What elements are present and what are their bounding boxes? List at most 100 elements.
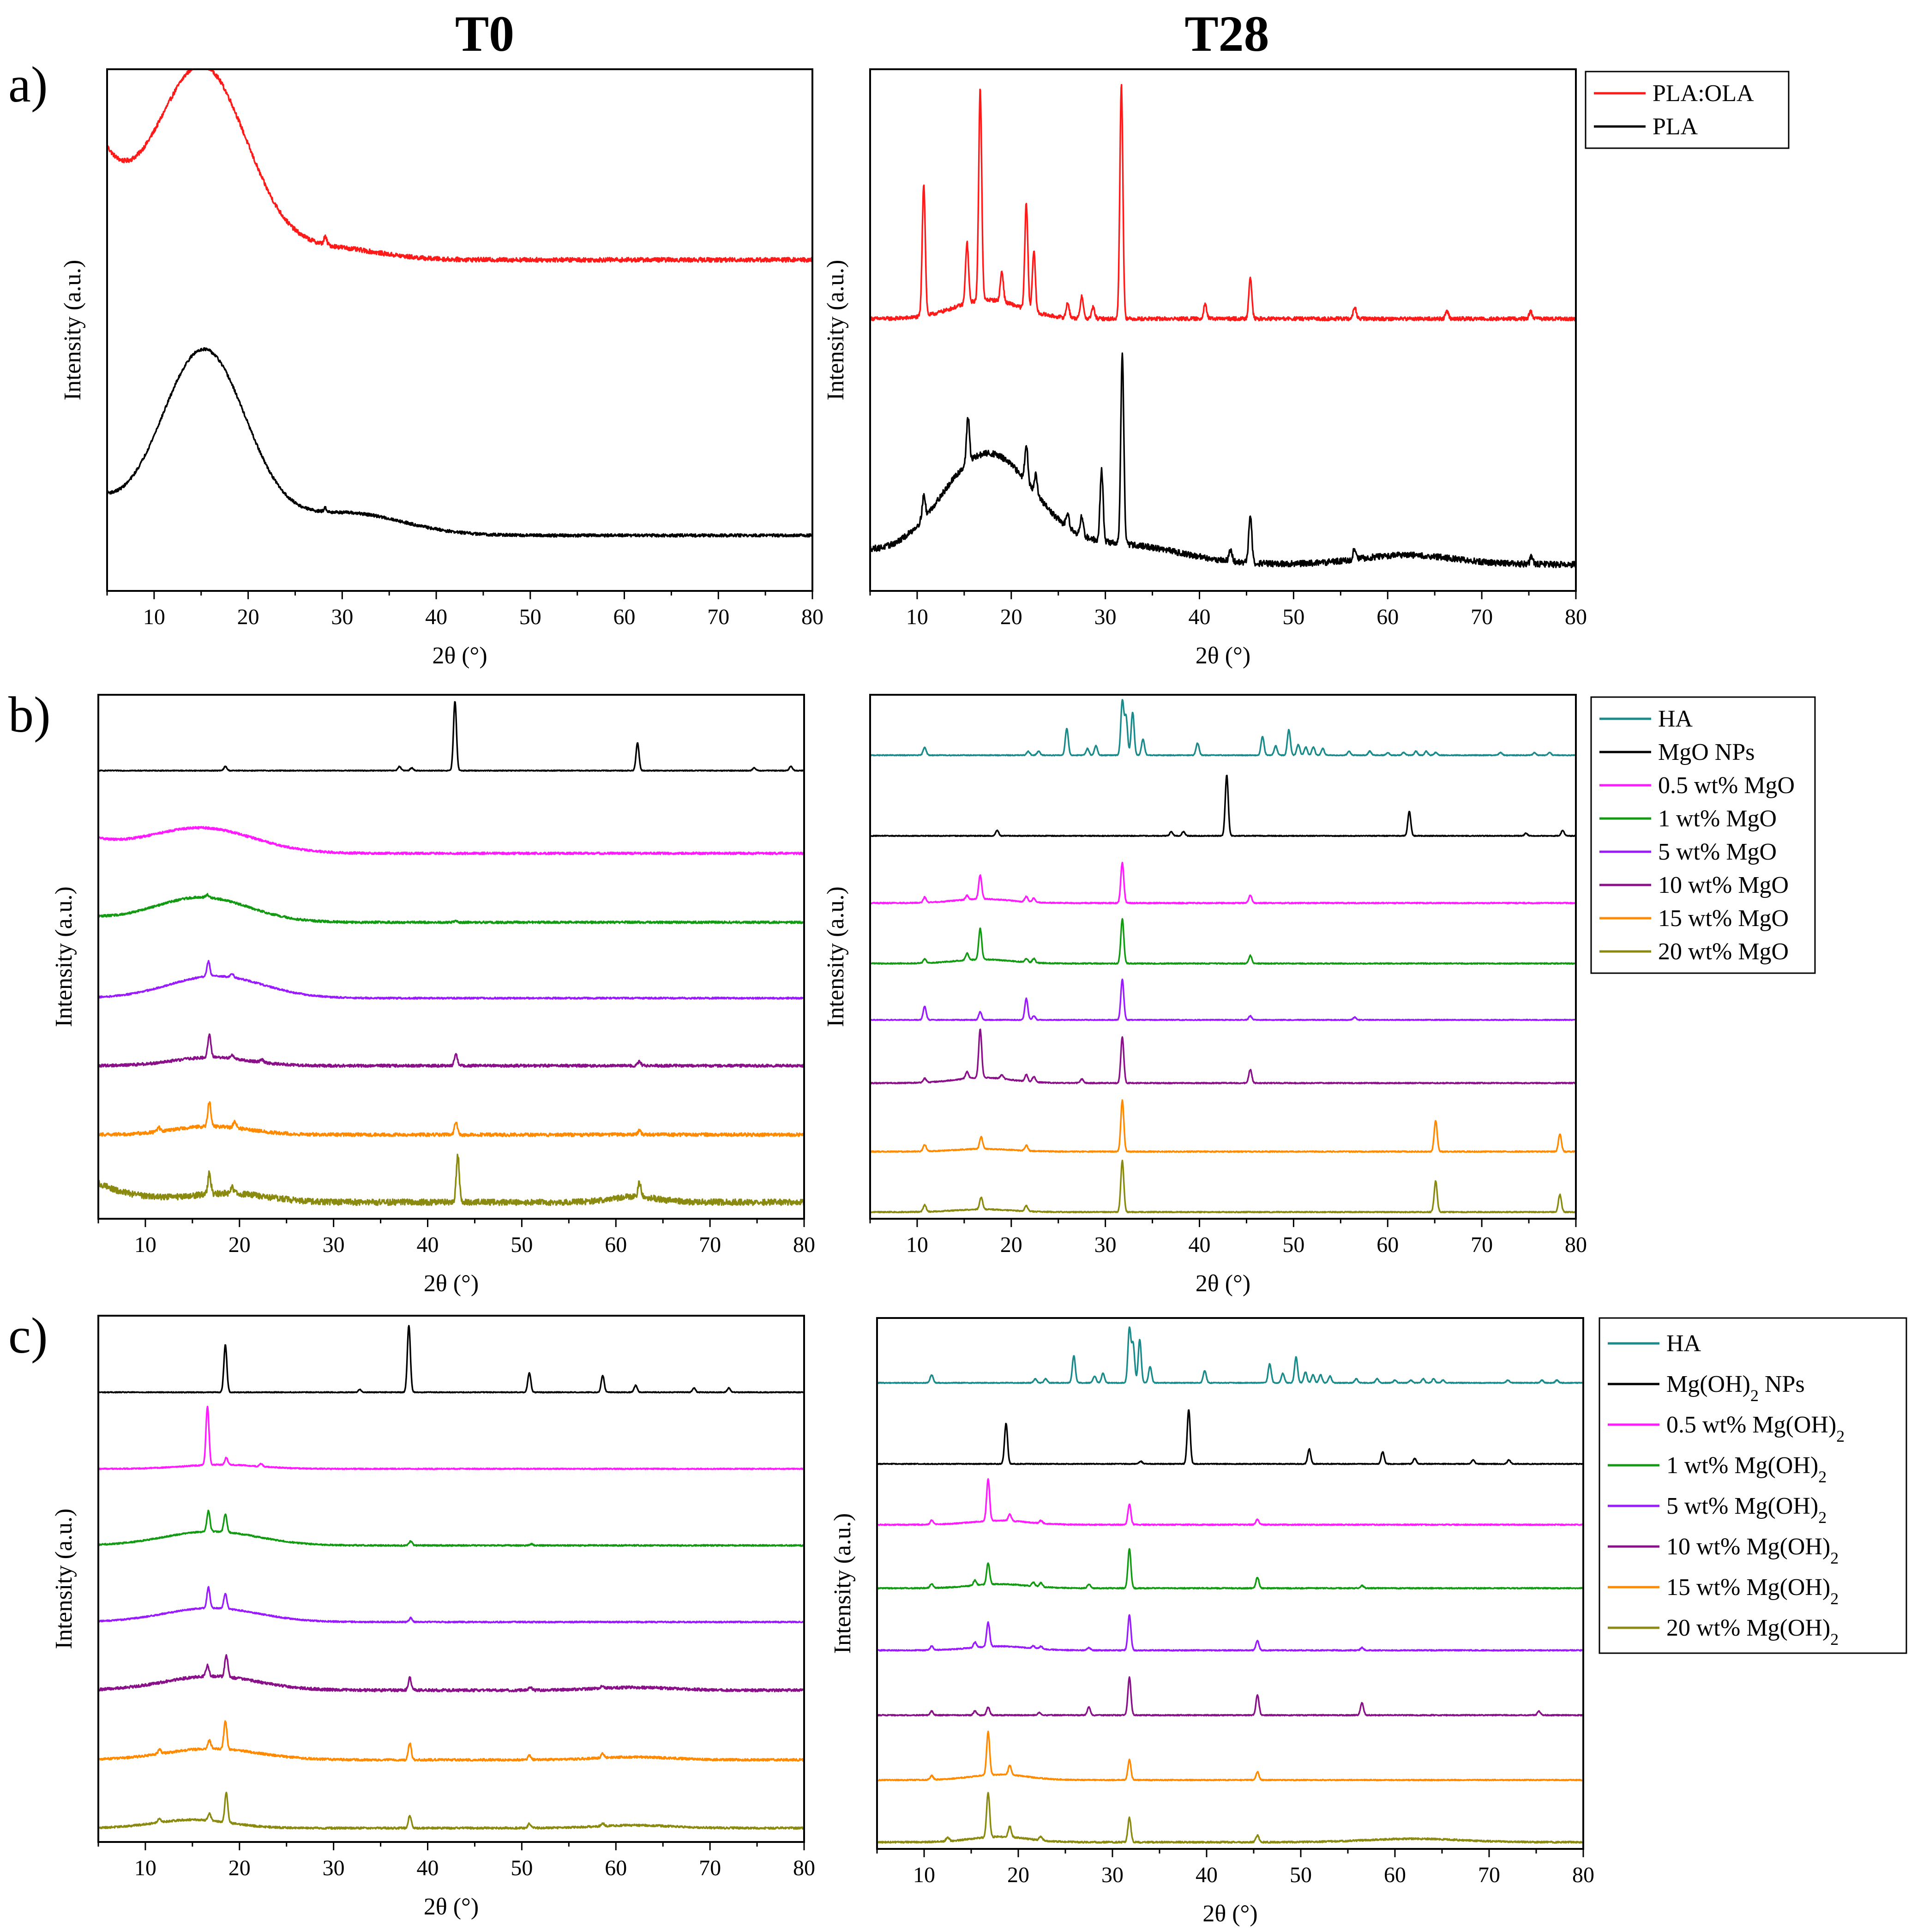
series-line-1-wt-mgo (870, 918, 1576, 965)
series-line-0-5-wt-mg-oh-2 (877, 1478, 1583, 1526)
x-tick-label: 20 (1000, 1233, 1022, 1257)
x-tick-label: 70 (699, 1856, 721, 1880)
x-tick-label: 40 (1189, 1233, 1211, 1257)
x-tick-label: 70 (707, 605, 729, 629)
legend-label-ha: HA (1658, 706, 1693, 732)
series-line-15-wt-mgo (98, 1101, 804, 1138)
x-tick-label: 80 (793, 1233, 815, 1257)
x-tick-label: 70 (1471, 1233, 1493, 1257)
series-line-5-wt-mgo (98, 960, 804, 1000)
x-tick-label: 60 (1384, 1863, 1406, 1887)
x-tick-label: 40 (417, 1856, 439, 1880)
y-axis-title: Intensity (a.u.) (51, 1509, 77, 1649)
x-tick-label: 60 (613, 605, 636, 629)
series-line-1-wt-mgo (98, 893, 804, 924)
plot-frame (869, 694, 1577, 1220)
series-line-5-wt-mg-oh-2 (98, 1586, 804, 1624)
series-line-10-wt-mg-oh-2 (877, 1676, 1583, 1717)
x-axis-title: 2θ (°) (432, 643, 487, 669)
legend-box (1590, 696, 1816, 974)
x-tick-label: 30 (1094, 605, 1117, 629)
series-group (877, 1326, 1583, 1844)
legend: HA MgO NPs 0.5 wt% MgO 1 wt% MgO 5 wt% MgO 10… (1590, 696, 1816, 974)
column-title-t28: T28 (1184, 6, 1269, 62)
legend-label-ha: HA (1666, 1330, 1701, 1357)
series-line-15-wt-mg-oh-2 (98, 1720, 804, 1762)
x-tick-label: 50 (1282, 1233, 1304, 1257)
series-line-5-wt-mg-oh-2 (877, 1614, 1583, 1652)
series-line-10-wt-mgo (870, 1029, 1576, 1084)
y-axis-title: Intensity (a.u.) (829, 1513, 856, 1654)
series-line-20-wt-mgo (98, 1154, 804, 1206)
x-axis-title: 2θ (°) (1196, 1270, 1250, 1297)
x-tick-label: 10 (913, 1863, 935, 1887)
series-group (870, 84, 1576, 568)
series-line-mgo-nps (870, 775, 1576, 837)
y-axis-title: Intensity (a.u.) (823, 886, 849, 1027)
series-group (107, 69, 812, 538)
plot-frame (97, 1315, 805, 1843)
x-tick-label: 30 (1101, 1863, 1124, 1887)
series-group (98, 1324, 804, 1830)
y-axis-title: Intensity (a.u.) (60, 260, 86, 401)
row-label-a: a) (8, 56, 48, 113)
series-line-15-wt-mg-oh-2 (877, 1730, 1583, 1782)
panel-b-t28: 10 20 30 40 50 60 70 80 2θ (°) Intensity (a.u.) HA… (823, 694, 1816, 1297)
x-tick-label: 60 (605, 1856, 627, 1880)
x-tick-label: 10 (143, 605, 165, 629)
series-group (870, 699, 1576, 1214)
x-tick-label: 60 (605, 1233, 627, 1257)
x-tick-label: 80 (1572, 1863, 1594, 1887)
x-tick-label: 20 (228, 1856, 251, 1880)
x-tick-label: 50 (1282, 605, 1304, 629)
panel-c-t28: 10 20 30 40 50 60 70 80 2θ (°) Intensity (a.u.) HA… (829, 1317, 1907, 1927)
plot-frame (869, 68, 1577, 592)
legend-label-0-5-wt-mgo: 0.5 wt% MgO (1658, 772, 1795, 799)
legend: PLA:OLA PLA (1585, 71, 1790, 149)
x-tick-label: 20 (237, 605, 259, 629)
legend-box (1585, 71, 1790, 149)
x-tick-label: 80 (793, 1856, 815, 1880)
series-line-ha (870, 699, 1576, 757)
legend-label-10-wt-mgo: 10 wt% MgO (1658, 872, 1789, 898)
legend-label-mgo-nps: MgO NPs (1658, 739, 1755, 765)
x-tick-label: 40 (1189, 605, 1211, 629)
legend-label-5-wt-mgo: 5 wt% MgO (1658, 839, 1777, 865)
x-tick-label: 20 (1007, 1863, 1029, 1887)
series-line-15-wt-mgo (870, 1099, 1576, 1153)
x-tick-label: 20 (228, 1233, 251, 1257)
x-tick-label: 70 (1478, 1863, 1500, 1887)
x-axis-title: 2θ (°) (424, 1894, 479, 1920)
series-line-10-wt-mg-oh-2 (98, 1654, 804, 1692)
x-tick-label: 80 (801, 605, 823, 629)
x-tick-label: 70 (1471, 605, 1493, 629)
plot-frame (106, 68, 813, 592)
series-line-pla-ola (107, 69, 812, 263)
y-axis-title: Intensity (a.u.) (823, 260, 849, 401)
x-tick-label: 10 (906, 1233, 928, 1257)
x-tick-label: 60 (1376, 1233, 1399, 1257)
x-tick-label: 30 (331, 605, 353, 629)
row-label-c: c) (8, 1307, 48, 1364)
x-axis-title: 2θ (°) (1196, 643, 1250, 669)
series-line-5-wt-mgo (870, 978, 1576, 1021)
x-tick-label: 10 (134, 1856, 156, 1880)
panel-a-t28: 10 20 30 40 50 60 70 80 2θ (°) Intensity (a.u.) PL… (823, 68, 1790, 669)
series-line-20-wt-mg-oh-2 (98, 1792, 804, 1830)
series-line-pla (107, 347, 812, 538)
x-tick-label: 80 (1565, 1233, 1587, 1257)
x-tick-label: 40 (417, 1233, 439, 1257)
x-tick-label: 70 (699, 1233, 721, 1257)
x-tick-label: 30 (323, 1233, 345, 1257)
plot-frame (97, 694, 805, 1220)
x-tick-label: 50 (519, 605, 541, 629)
legend-box (1599, 1317, 1907, 1654)
x-axis-title: 2θ (°) (1202, 1901, 1257, 1927)
series-line-mg-oh-2-nps (877, 1409, 1583, 1465)
series-line-pla (870, 352, 1576, 568)
series-line-1-wt-mg-oh-2 (877, 1548, 1583, 1590)
plot-frame (876, 1317, 1584, 1850)
x-tick-label: 80 (1565, 605, 1587, 629)
x-tick-label: 30 (323, 1856, 345, 1880)
series-line-10-wt-mgo (98, 1033, 804, 1068)
